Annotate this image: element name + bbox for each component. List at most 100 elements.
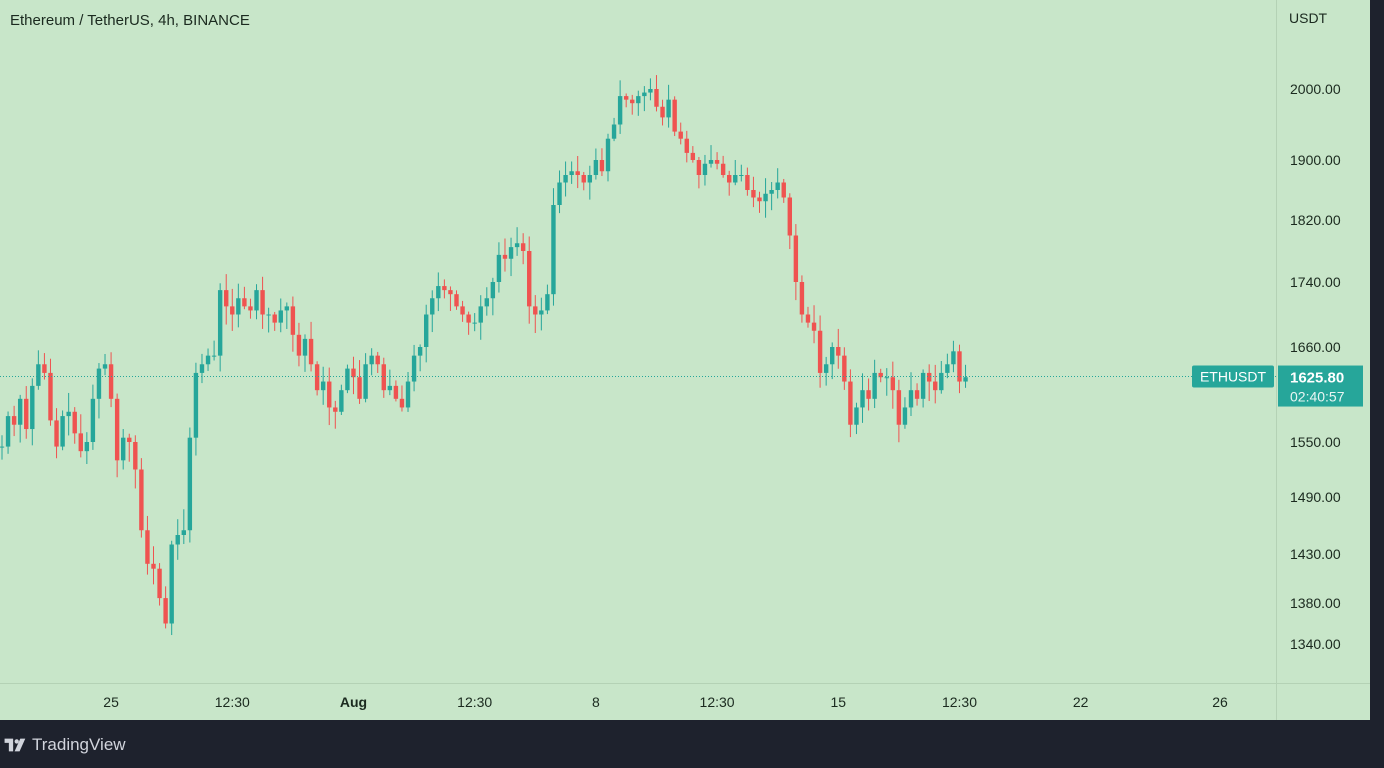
candle-body[interactable] <box>799 282 805 315</box>
candle-body[interactable] <box>242 298 247 307</box>
candle-body[interactable] <box>581 175 586 183</box>
candle-body[interactable] <box>460 306 465 315</box>
candle-body[interactable] <box>872 372 877 399</box>
candle-body[interactable] <box>890 377 896 391</box>
candlestick-chart[interactable]: 2000.00 1900.00 1820.00 1740.00 1660.00 1550.… <box>0 0 1384 720</box>
candle-body[interactable] <box>48 372 53 421</box>
candle-body[interactable] <box>5 416 11 447</box>
candle-body[interactable] <box>763 193 768 202</box>
candle-body[interactable] <box>648 89 653 93</box>
candle-body[interactable] <box>860 390 865 408</box>
candle-body[interactable] <box>302 338 308 356</box>
candle-body[interactable] <box>260 290 265 315</box>
candle-body[interactable] <box>787 197 792 236</box>
candle-body[interactable] <box>272 314 277 323</box>
candle-body[interactable] <box>933 381 938 391</box>
candle-body[interactable] <box>66 411 71 417</box>
candle-body[interactable] <box>720 163 726 175</box>
candle-body[interactable] <box>163 598 168 624</box>
last-price-badge[interactable] <box>1278 365 1363 407</box>
candle-body[interactable] <box>472 322 477 324</box>
candle-body[interactable] <box>611 124 617 139</box>
candle-body[interactable] <box>60 416 65 447</box>
candle-body[interactable] <box>896 390 902 425</box>
candle-body[interactable] <box>751 190 756 198</box>
candle-body[interactable] <box>666 99 671 118</box>
candle-body[interactable] <box>714 160 720 164</box>
candle-body[interactable] <box>727 175 732 183</box>
candle-body[interactable] <box>193 372 199 438</box>
candle-body[interactable] <box>951 351 956 365</box>
candle-body[interactable] <box>351 368 356 378</box>
candle-body[interactable] <box>757 197 762 202</box>
candle-body[interactable] <box>690 152 696 160</box>
candle-body[interactable] <box>454 294 459 307</box>
candle-body[interactable] <box>430 298 435 315</box>
candle-body[interactable] <box>375 355 380 365</box>
candle-body[interactable] <box>278 310 283 323</box>
candle-body[interactable] <box>211 355 217 357</box>
candle-body[interactable] <box>502 254 508 259</box>
candle-body[interactable] <box>508 247 514 259</box>
candle-body[interactable] <box>393 385 399 399</box>
candle-body[interactable] <box>54 420 59 447</box>
candle-body[interactable] <box>739 175 744 176</box>
candle-body[interactable] <box>793 235 799 283</box>
candle-body[interactable] <box>320 381 326 391</box>
candle-body[interactable] <box>436 286 441 299</box>
candle-body[interactable] <box>623 96 629 100</box>
candle-body[interactable] <box>296 334 302 356</box>
candle-body[interactable] <box>236 298 241 315</box>
candle-body[interactable] <box>442 286 447 291</box>
candle-body[interactable] <box>775 182 780 191</box>
candle-body[interactable] <box>181 530 186 535</box>
chart-area[interactable]: 2000.00 1900.00 1820.00 1740.00 1660.00 1550.… <box>0 0 1384 720</box>
candle-body[interactable] <box>642 92 647 97</box>
candle-body[interactable] <box>914 390 920 399</box>
candle-body[interactable] <box>369 355 374 365</box>
candle-body[interactable] <box>557 182 562 206</box>
candle-body[interactable] <box>939 372 944 391</box>
candle-body[interactable] <box>42 364 47 373</box>
candle-body[interactable] <box>127 437 132 442</box>
candle-body[interactable] <box>587 175 593 183</box>
candle-body[interactable] <box>805 314 811 323</box>
candle-body[interactable] <box>733 175 738 183</box>
candle-body[interactable] <box>545 294 550 311</box>
candle-body[interactable] <box>696 160 702 175</box>
candle-body[interactable] <box>630 99 635 104</box>
candle-body[interactable] <box>217 290 223 356</box>
candle-body[interactable] <box>466 314 471 323</box>
candle-body[interactable] <box>284 306 290 311</box>
candle-body[interactable] <box>114 398 120 461</box>
candle-body[interactable] <box>24 398 29 430</box>
candle-body[interactable] <box>72 411 77 434</box>
candle-body[interactable] <box>90 398 96 442</box>
candle-body[interactable] <box>533 306 538 315</box>
candle-body[interactable] <box>702 163 708 175</box>
candle-body[interactable] <box>848 381 853 425</box>
candle-body[interactable] <box>527 251 532 307</box>
candle-body[interactable] <box>842 355 847 382</box>
candle-body[interactable] <box>327 381 332 408</box>
candle-body[interactable] <box>248 306 253 311</box>
candle-body[interactable] <box>133 442 138 470</box>
candle-body[interactable] <box>145 530 150 564</box>
candle-body[interactable] <box>811 322 817 331</box>
candle-body[interactable] <box>0 446 5 448</box>
candle-body[interactable] <box>405 381 411 408</box>
candle-body[interactable] <box>878 372 883 378</box>
candle-body[interactable] <box>484 298 489 307</box>
candle-body[interactable] <box>478 306 483 323</box>
candle-body[interactable] <box>539 310 544 315</box>
candle-body[interactable] <box>314 364 320 391</box>
candle-body[interactable] <box>902 407 908 425</box>
candle-body[interactable] <box>817 330 823 373</box>
candle-body[interactable] <box>593 160 599 175</box>
candle-body[interactable] <box>920 372 926 399</box>
candle-body[interactable] <box>908 390 914 408</box>
candle-body[interactable] <box>254 290 259 311</box>
candle-body[interactable] <box>781 182 786 198</box>
candle-body[interactable] <box>496 254 502 282</box>
candle-body[interactable] <box>957 351 962 382</box>
